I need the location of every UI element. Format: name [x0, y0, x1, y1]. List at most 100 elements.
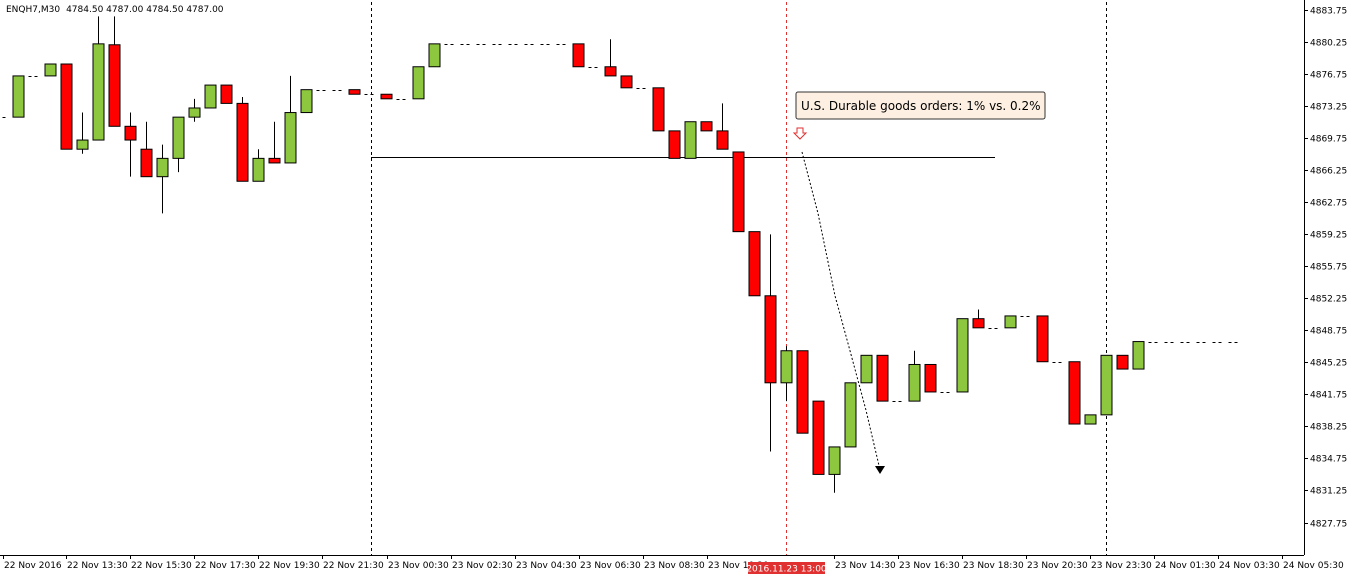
symbol-label: ENQH7,M30	[6, 5, 60, 15]
candle-51	[812, 400, 825, 475]
candle-body-bear	[972, 318, 985, 329]
y-tick-label-2: 4876.75	[1310, 71, 1347, 81]
candle-body-bull	[844, 382, 857, 448]
candle-body-bear	[620, 75, 633, 89]
candle-55	[876, 354, 889, 402]
candle-46	[732, 151, 745, 233]
candle-4	[60, 63, 73, 150]
candle-52	[828, 446, 841, 493]
candle-body-bull	[860, 354, 873, 384]
candle-53	[844, 382, 857, 448]
y-tick-label-16: 4827.75	[1310, 520, 1347, 530]
candle-body-bear	[652, 87, 665, 132]
candle-54	[860, 354, 873, 384]
candle-60	[956, 318, 969, 393]
candle-body-bull	[12, 75, 25, 118]
candle-3	[44, 63, 57, 77]
y-tick-label-0: 4883.75	[1310, 7, 1347, 17]
candle-38	[604, 39, 617, 77]
event-arrow-icon	[792, 127, 808, 140]
candle-10	[156, 144, 169, 214]
x-tick-label-8: 23 Nov 04:30	[516, 561, 577, 571]
candle-body-bear	[1068, 361, 1081, 425]
candle-body-bull	[684, 121, 697, 159]
candle-8	[124, 112, 137, 177]
candle-body-bear	[220, 84, 233, 104]
candle-11	[172, 116, 185, 173]
x-tick-label-0: 22 Nov 2016	[4, 561, 62, 571]
candle-body-bull	[1132, 341, 1145, 370]
candle-body-bull	[172, 116, 185, 159]
candle-50	[796, 350, 809, 434]
candle-body-bear	[108, 44, 121, 127]
x-tick-label-7: 23 Nov 02:30	[452, 561, 513, 571]
path-end-marker	[875, 466, 885, 474]
x-tick-label-16: 23 Nov 23:30	[1091, 561, 1152, 571]
x-tick-label-13: 23 Nov 16:30	[899, 561, 960, 571]
candle-body-bear	[812, 400, 825, 475]
candle-39	[620, 75, 633, 89]
x-tick-label-6: 23 Nov 00:30	[388, 561, 449, 571]
candle-61	[972, 309, 985, 329]
y-tick-label-11: 4845.25	[1310, 359, 1347, 369]
candle-5	[76, 112, 89, 154]
annotation-box	[795, 91, 1046, 120]
candle-body-bear	[348, 89, 361, 95]
candle-42	[668, 130, 681, 159]
y-tick-label-12: 4841.75	[1310, 391, 1347, 401]
candle-body-bear	[732, 151, 745, 233]
x-tick-label-1: 22 Nov 13:30	[67, 561, 128, 571]
candle-47	[748, 231, 761, 297]
candle-43	[684, 121, 697, 159]
candle-body-bull	[284, 112, 297, 164]
candle-body-bull	[412, 66, 425, 100]
candle-body-bull	[252, 157, 265, 182]
event-time-tag: 2016.11.23 13:00	[746, 562, 827, 575]
candle-16	[252, 149, 265, 182]
candle-45	[716, 103, 729, 150]
time-tag-text: 2016.11.23 13:00	[746, 565, 827, 575]
candle-36	[572, 43, 585, 68]
candle-71	[1132, 341, 1145, 370]
candle-body-bull	[956, 318, 969, 393]
candle-68	[1084, 414, 1097, 425]
ohlc-readout: 4784.50 4787.00 4784.50 4787.00	[66, 5, 224, 15]
y-tick-label-9: 4852.25	[1310, 295, 1347, 305]
y-tick-label-7: 4859.25	[1310, 231, 1347, 241]
candle-44	[700, 121, 713, 132]
candle-22	[348, 89, 361, 95]
candle-17	[268, 121, 281, 164]
candle-body-bull	[780, 350, 793, 384]
annotation-text: U.S. Durable goods orders: 1% vs. 0.2%	[801, 99, 1041, 113]
candle-58	[924, 363, 937, 393]
candle-body-bear	[716, 130, 729, 150]
x-tick-label-4: 22 Nov 19:30	[259, 561, 320, 571]
price-path	[801, 151, 881, 470]
candle-body-bear	[268, 157, 281, 164]
x-tick-label-17: 24 Nov 01:30	[1155, 561, 1216, 571]
news-annotation[interactable]: U.S. Durable goods orders: 1% vs. 0.2%	[795, 91, 1046, 120]
y-tick-label-6: 4862.75	[1310, 199, 1347, 209]
x-tick-label-10: 23 Nov 08:30	[644, 561, 705, 571]
candle-body-bear	[140, 148, 153, 178]
candle-15	[236, 96, 249, 182]
candle-49	[780, 346, 793, 402]
y-tick-label-10: 4848.75	[1310, 327, 1347, 337]
candle-body-bear	[668, 130, 681, 159]
candle-19	[300, 89, 313, 114]
candle-body-bull	[92, 43, 105, 141]
x-tick-label-12: 23 Nov 14:30	[835, 561, 896, 571]
price-path-layer	[801, 151, 885, 474]
y-tick-label-3: 4873.25	[1310, 103, 1347, 113]
candle-48	[764, 234, 777, 452]
candle-body-bear	[876, 354, 889, 402]
y-tick-label-4: 4869.75	[1310, 135, 1347, 145]
x-tick-label-5: 22 Nov 21:30	[323, 561, 384, 571]
y-tick-label-13: 4838.25	[1310, 423, 1347, 433]
candle-63	[1004, 315, 1017, 329]
candle-14	[220, 84, 233, 104]
candle-57	[908, 350, 921, 402]
candle-body-bull	[1084, 414, 1097, 425]
